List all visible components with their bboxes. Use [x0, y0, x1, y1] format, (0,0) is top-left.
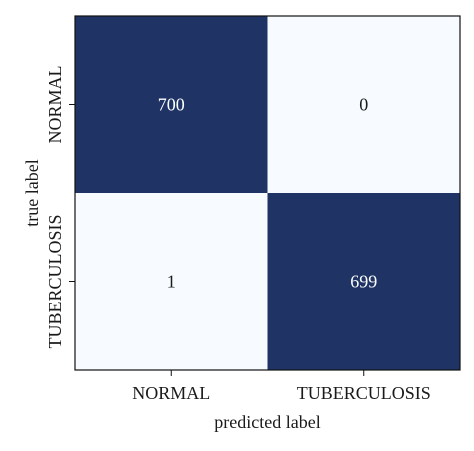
- heatmap-cell-0-1: [267, 16, 460, 193]
- heatmap-cell-labels: 700 0 1 699: [158, 95, 378, 292]
- cell-label-0-1: 0: [359, 95, 368, 115]
- cell-label-0-0: 700: [158, 95, 185, 115]
- heatmap-cell-1-1: [267, 193, 460, 370]
- x-tick-label-1: TUBERCULOSIS: [297, 383, 431, 403]
- cell-label-1-0: 1: [167, 272, 176, 292]
- plot-frame: [74, 15, 461, 371]
- x-axis-ticks: NORMAL TUBERCULOSIS: [132, 370, 431, 403]
- heatmap-cell-1-0: [75, 193, 268, 370]
- y-tick-label-0: NORMAL: [45, 65, 65, 143]
- heatmap-cells: [75, 16, 460, 370]
- x-tick-label-0: NORMAL: [132, 383, 210, 403]
- y-axis-ticks: NORMAL TUBERCULOSIS: [45, 65, 75, 349]
- cell-label-1-1: 699: [350, 272, 377, 292]
- x-axis-title: predicted label: [214, 412, 320, 432]
- heatmap-cell-0-0: [75, 16, 268, 193]
- y-tick-label-1: TUBERCULOSIS: [45, 214, 65, 348]
- y-axis-title: true label: [22, 159, 42, 226]
